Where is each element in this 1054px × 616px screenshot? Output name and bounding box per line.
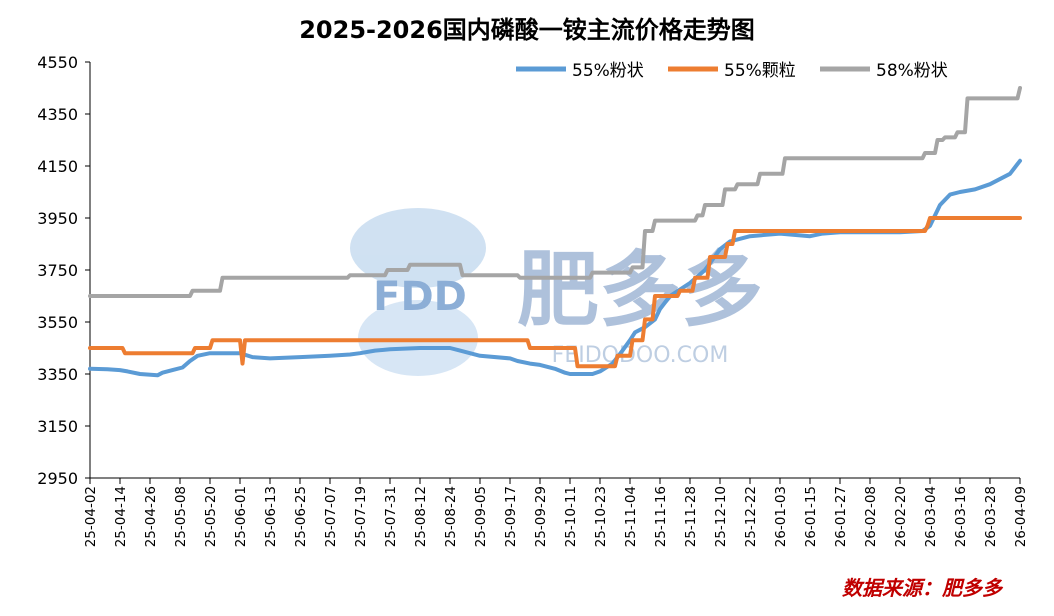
series-group	[88, 86, 1022, 378]
watermark-logo-text: FDD	[373, 274, 467, 320]
y-tick-label: 3550	[37, 313, 78, 332]
watermark-site: FEIDODOO.COM	[552, 343, 729, 368]
x-tick-label: 25-04-14	[113, 486, 129, 547]
series-line-2	[88, 216, 1022, 369]
x-tick-label: 26-01-03	[773, 486, 789, 547]
x-tick-label: 25-04-26	[143, 486, 159, 547]
series-line-3	[88, 86, 1022, 298]
chart-title: 2025-2026国内磷酸一铵主流价格走势图	[299, 16, 755, 44]
legend-label-2: 55%颗粒	[724, 61, 796, 81]
y-tick-label: 4150	[37, 157, 78, 176]
x-tick-label: 25-09-05	[473, 486, 489, 547]
x-tick-label: 25-11-16	[653, 486, 669, 547]
watermark-logo-leaf-top	[350, 208, 486, 288]
x-tick-label: 26-03-04	[923, 486, 939, 547]
x-tick-label: 25-05-20	[203, 486, 219, 547]
y-tick-label: 4550	[37, 53, 78, 72]
watermark-logo-leaf-bottom	[358, 300, 478, 376]
x-tick-label: 25-11-28	[683, 486, 699, 547]
x-ticks: 25-04-02 25-04-14 25-04-26 25-05-08 25-05-20…	[83, 478, 1029, 547]
x-tick-label: 26-03-16	[953, 486, 969, 547]
x-tick-label: 26-01-27	[833, 486, 849, 547]
x-tick-label: 25-09-17	[503, 486, 519, 547]
x-tick-label: 25-04-02	[83, 486, 99, 547]
y-tick-label: 3950	[37, 209, 78, 228]
y-tick-label: 3350	[37, 365, 78, 384]
watermark: FDD 肥多多 FEIDODOO.COM	[350, 208, 763, 376]
y-tick-label: 2950	[37, 469, 78, 488]
x-tick-label: 25-10-11	[563, 486, 579, 547]
x-tick-label: 25-06-01	[233, 486, 249, 547]
x-tick-label: 25-11-04	[623, 486, 639, 547]
y-ticks: 2950 3150 3350 3550 3750 3950 4150 4350 4550	[37, 53, 90, 488]
x-tick-label: 25-07-31	[383, 486, 399, 547]
x-tick-label: 25-07-07	[323, 486, 339, 547]
x-tick-label: 26-01-15	[803, 486, 819, 547]
legend-label-1: 55%粉状	[572, 61, 644, 81]
y-tick-label: 3150	[37, 417, 78, 436]
legend-item-3: 58%粉状	[820, 61, 948, 81]
y-tick-label: 4350	[37, 105, 78, 124]
x-tick-label: 26-04-09	[1013, 486, 1029, 547]
legend-item-1: 55%粉状	[516, 61, 644, 81]
x-tick-label: 25-09-29	[533, 486, 549, 547]
legend: 55%粉状 55%颗粒 58%粉状	[516, 61, 948, 81]
x-tick-label: 26-02-08	[863, 486, 879, 547]
y-tick-label: 3750	[37, 261, 78, 280]
legend-item-2: 55%颗粒	[668, 61, 796, 81]
x-tick-label: 25-12-22	[743, 486, 759, 547]
x-tick-label: 25-06-13	[263, 486, 279, 547]
x-tick-label: 25-10-23	[593, 486, 609, 547]
x-tick-label: 25-05-08	[173, 486, 189, 547]
x-tick-label: 25-08-24	[443, 486, 459, 547]
x-tick-label: 26-03-28	[983, 486, 999, 547]
x-tick-label: 25-08-12	[413, 486, 429, 547]
x-tick-label: 25-12-10	[713, 486, 729, 547]
x-tick-label: 25-07-19	[353, 486, 369, 547]
legend-label-3: 58%粉状	[876, 61, 948, 81]
x-tick-label: 25-06-25	[293, 486, 309, 547]
x-tick-label: 26-02-20	[893, 486, 909, 547]
data-source: 数据来源：肥多多	[842, 576, 1002, 600]
